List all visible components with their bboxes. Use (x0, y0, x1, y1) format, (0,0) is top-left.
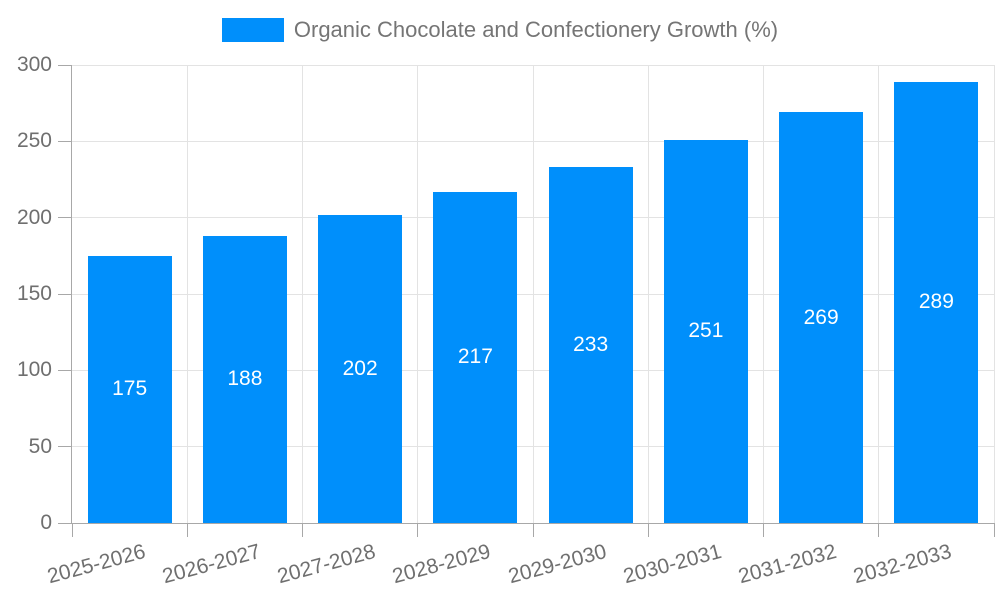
y-axis-tick (58, 522, 72, 524)
bar-value-label: 289 (918, 290, 954, 314)
x-axis-tick (417, 523, 419, 537)
y-axis-label: 50 (28, 434, 52, 458)
legend-swatch (221, 18, 284, 42)
x-axis-tick (71, 523, 73, 537)
y-axis-tick (58, 64, 72, 66)
bar-value-label: 175 (112, 377, 148, 401)
x-axis-line (72, 523, 994, 524)
y-axis-tick (58, 446, 72, 448)
bar[interactable]: 289 (894, 81, 979, 523)
y-axis-label: 300 (16, 53, 52, 76)
bar-value-label: 233 (573, 333, 609, 357)
bar[interactable]: 188 (202, 235, 287, 523)
legend[interactable]: Organic Chocolate and Confectionery Grow… (0, 17, 1000, 43)
y-axis-label: 100 (16, 358, 52, 382)
y-axis-label: 0 (40, 511, 52, 534)
bar-value-label: 269 (803, 305, 839, 329)
bar[interactable]: 233 (548, 167, 633, 523)
y-axis-line (71, 65, 72, 524)
bar[interactable]: 202 (318, 214, 403, 523)
y-axis-tick (58, 369, 72, 371)
gridline-vertical (532, 65, 534, 523)
bar-value-label: 202 (342, 356, 378, 380)
y-axis-label: 150 (16, 282, 52, 305)
x-axis-tick (993, 523, 995, 537)
x-axis-tick (763, 523, 764, 537)
x-axis-tick (647, 523, 649, 537)
bar[interactable]: 251 (663, 139, 748, 523)
bar-value-label: 251 (688, 319, 724, 343)
gridline-vertical (993, 65, 995, 523)
legend-label: Organic Chocolate and Confectionery Grow… (293, 17, 779, 42)
gridline-vertical (302, 65, 303, 523)
gridline-vertical (417, 65, 419, 523)
bar[interactable]: 269 (779, 112, 864, 523)
bar[interactable]: 175 (87, 255, 172, 523)
y-axis-label: 200 (16, 205, 52, 229)
x-axis-tick (878, 523, 880, 537)
bar-value-label: 188 (227, 367, 263, 391)
x-axis-tick (532, 523, 534, 537)
x-axis-tick (302, 523, 303, 537)
bar[interactable]: 217 (433, 191, 518, 523)
y-axis-tick (58, 217, 72, 219)
x-axis-tick (186, 523, 188, 537)
y-axis-label: 250 (16, 129, 52, 153)
gridline-vertical (878, 65, 880, 523)
gridline-vertical (763, 65, 764, 523)
bar-value-label: 217 (457, 345, 493, 369)
y-axis-tick (58, 293, 72, 295)
gridline-vertical (647, 65, 649, 523)
y-axis-tick (58, 140, 72, 142)
gridline-vertical (186, 65, 188, 523)
